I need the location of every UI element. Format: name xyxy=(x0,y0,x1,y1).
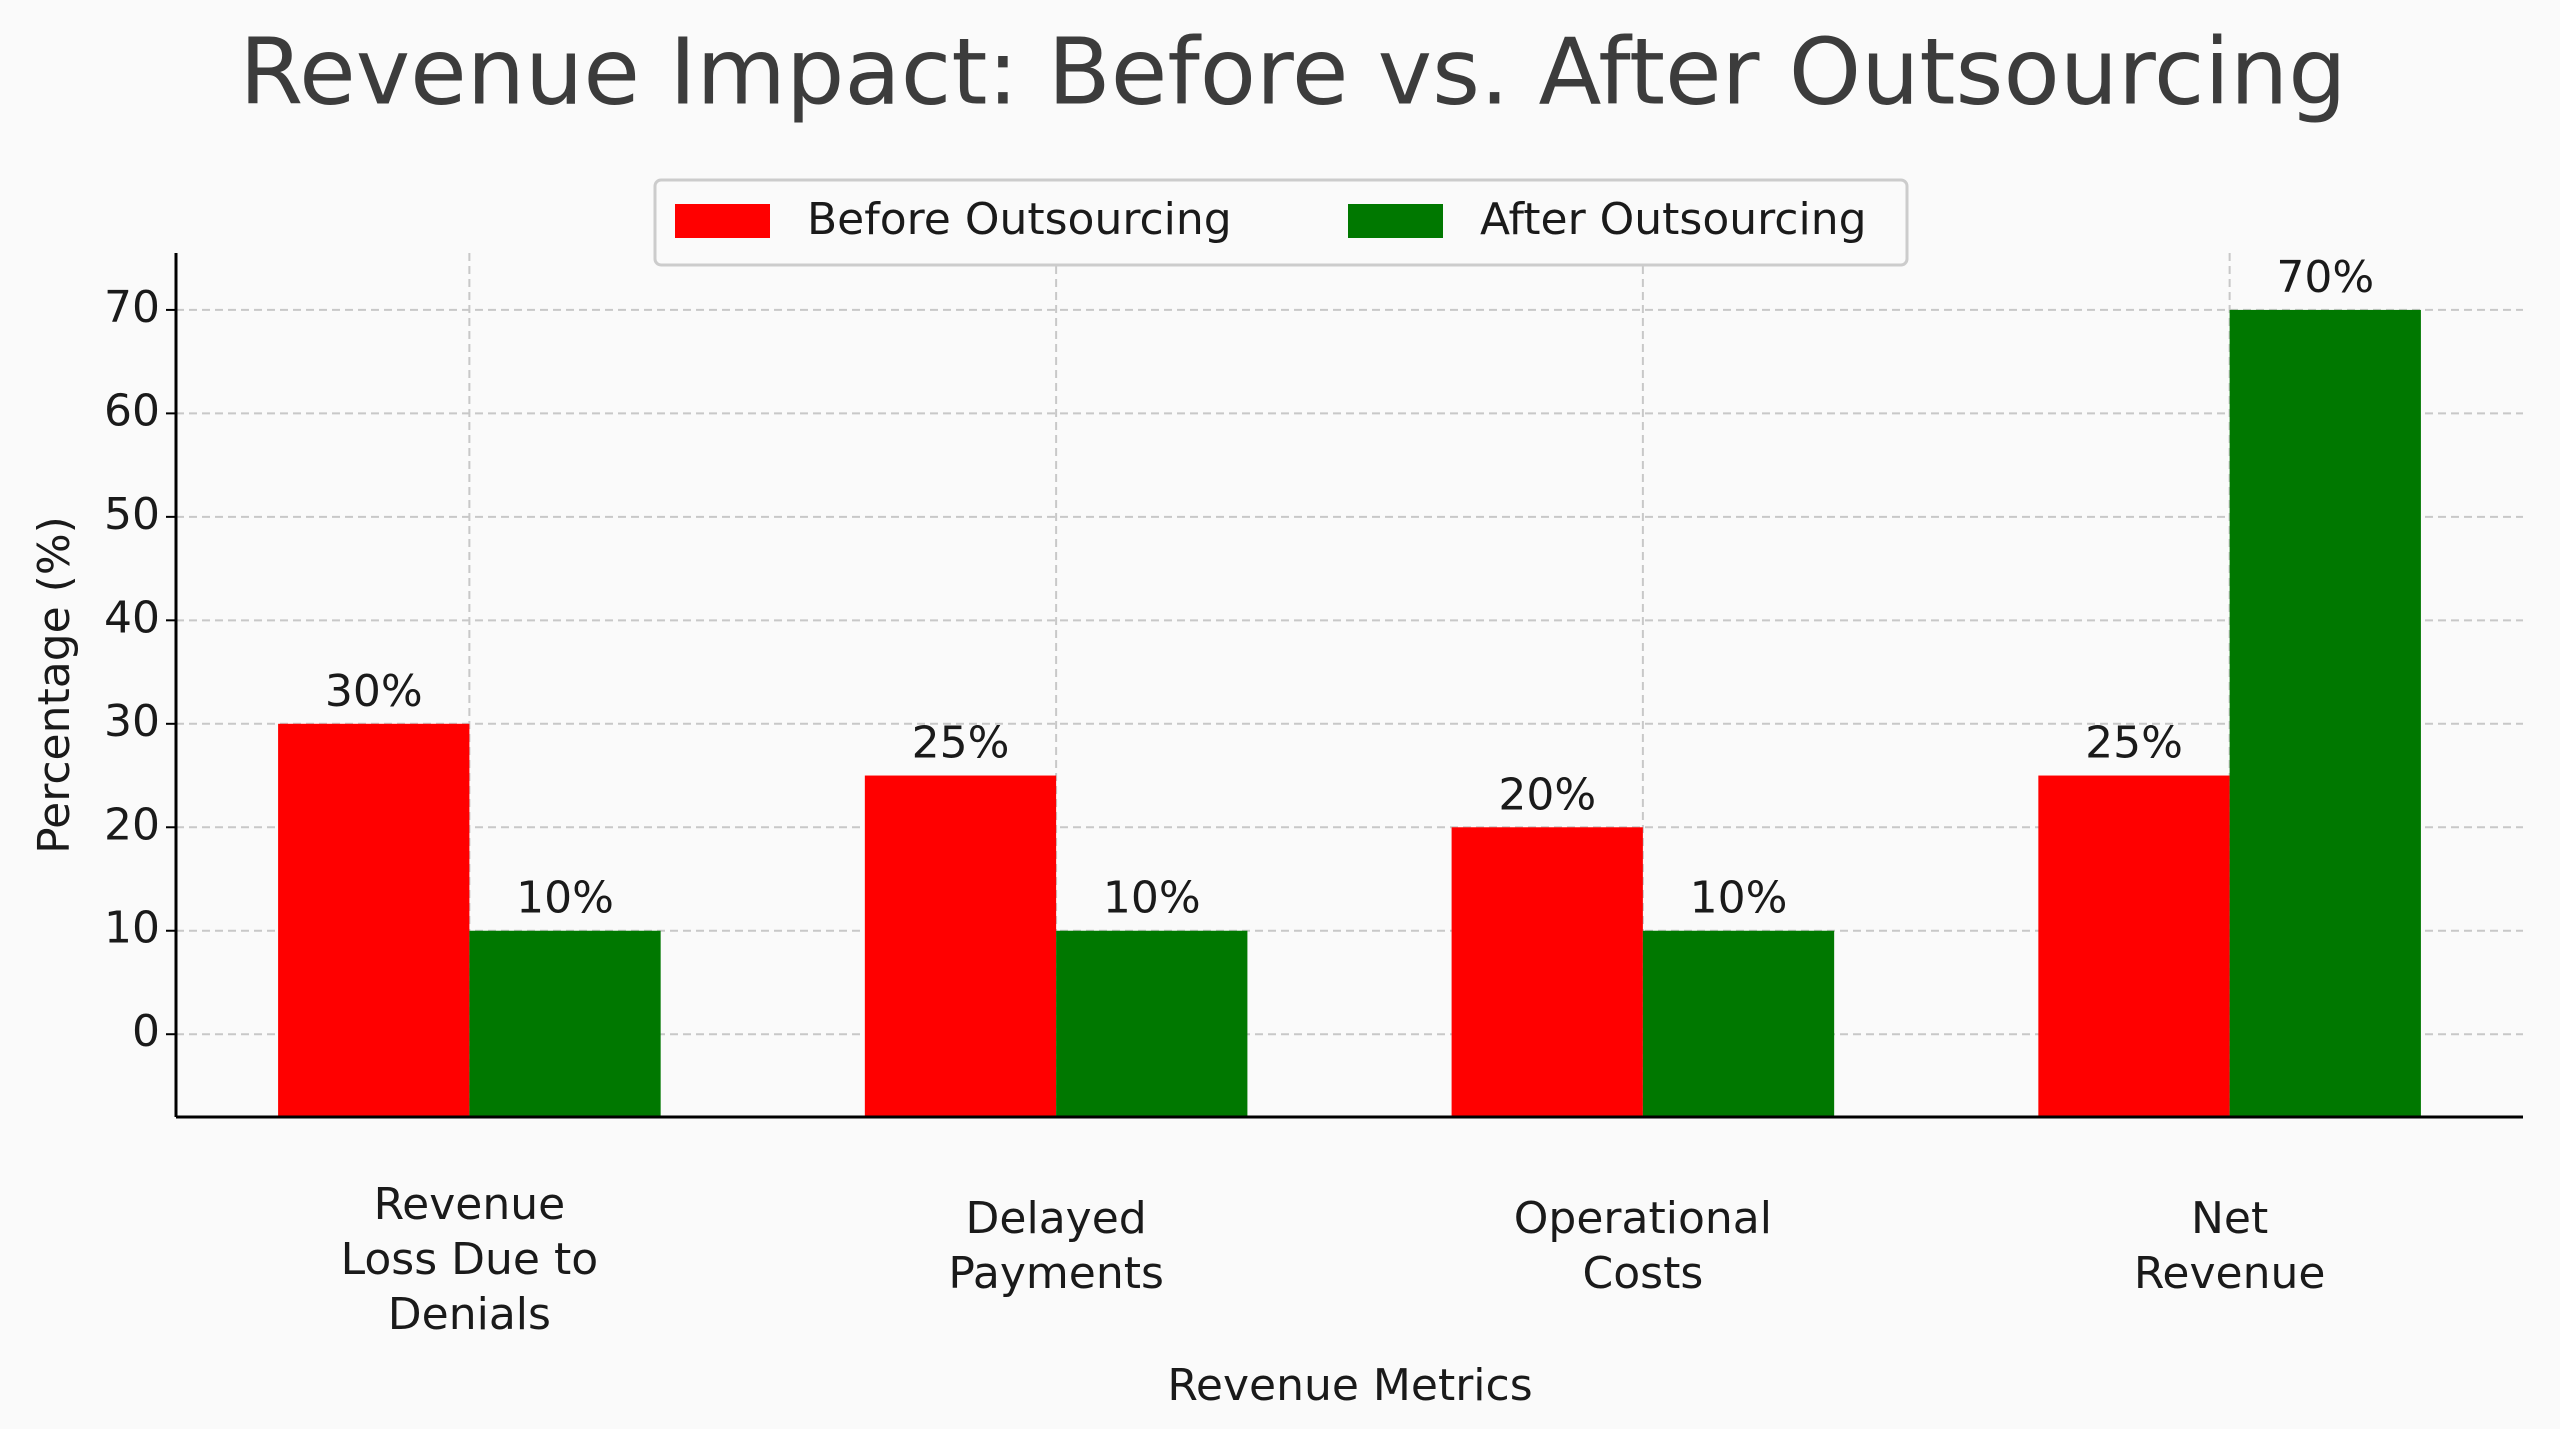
bar xyxy=(2229,309,2421,1118)
legend-swatch xyxy=(675,204,770,238)
data-label: 30% xyxy=(325,666,423,717)
y-tick-label: 20 xyxy=(104,799,160,850)
y-tick-label: 30 xyxy=(104,696,160,747)
chart-title: Revenue Impact: Before vs. After Outsour… xyxy=(239,18,2346,125)
data-label: 20% xyxy=(1498,769,1596,820)
data-label: 10% xyxy=(1103,873,1201,924)
data-label: 25% xyxy=(2085,718,2183,769)
legend-label: Before Outsourcing xyxy=(807,194,1232,245)
data-label: 25% xyxy=(912,718,1010,769)
x-tick-label: Delayed Payments xyxy=(948,1193,1164,1299)
y-axis-label: Percentage (%) xyxy=(29,516,80,854)
y-tick-label: 10 xyxy=(104,903,160,954)
bar xyxy=(864,775,1057,1117)
data-label: 10% xyxy=(516,873,614,924)
bar xyxy=(278,723,470,1117)
y-tick-label: 60 xyxy=(104,385,160,436)
data-label: 10% xyxy=(1690,873,1788,924)
bar xyxy=(2038,775,2230,1117)
y-tick-label: 50 xyxy=(104,489,160,540)
legend-label: After Outsourcing xyxy=(1480,194,1867,245)
data-label: 70% xyxy=(2276,252,2374,303)
bar xyxy=(469,930,661,1117)
x-axis-label: Revenue Metrics xyxy=(1167,1360,1532,1411)
y-tick-label: 40 xyxy=(104,592,160,643)
x-tick-label: Operational Costs xyxy=(1514,1193,1772,1299)
bar xyxy=(1451,827,1643,1117)
y-tick-label: 70 xyxy=(104,282,160,333)
x-tick-label: Revenue Loss Due to Denials xyxy=(341,1179,599,1340)
legend-box xyxy=(653,178,1909,267)
legend-swatch xyxy=(1348,204,1443,238)
y-tick-label: 0 xyxy=(132,1006,160,1057)
bar xyxy=(1642,930,1835,1117)
x-tick-label: Net Revenue xyxy=(2134,1193,2326,1299)
bar xyxy=(1056,930,1248,1117)
